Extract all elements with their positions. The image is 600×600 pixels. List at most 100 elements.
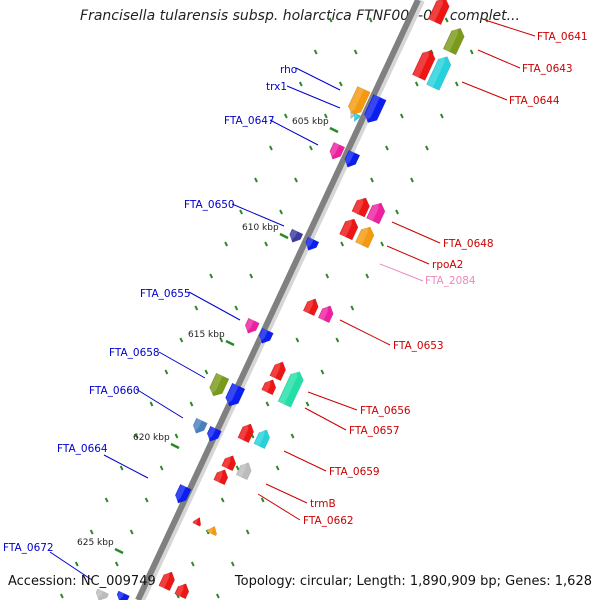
- gene-label-reverse: FTA_0653: [393, 340, 444, 352]
- leader-line: [49, 551, 93, 581]
- track-dot: [189, 401, 194, 407]
- gene-feature: [158, 570, 175, 592]
- tick-mark: [279, 232, 289, 240]
- gene-feature: [95, 588, 109, 600]
- track-dot: [269, 145, 273, 151]
- track-dot: [294, 177, 298, 183]
- track-dot: [320, 369, 325, 375]
- gene-label-rna: FTA_2084: [425, 275, 476, 287]
- track-dot: [454, 81, 459, 87]
- track-dot: [353, 49, 358, 55]
- gene-label-reverse: FTA_0656: [360, 405, 411, 417]
- gene-feature: [192, 516, 202, 527]
- tick-label: 610 kbp: [242, 223, 279, 233]
- track-dot: [205, 529, 210, 535]
- track-dot: [104, 497, 109, 503]
- track-dot: [444, 17, 449, 23]
- gene-feature: [237, 422, 254, 444]
- track-dot: [194, 305, 199, 311]
- accession-text: Accession: NC_009749: [8, 574, 156, 589]
- track-dot: [295, 337, 300, 343]
- track-dot: [264, 241, 269, 247]
- track-dot: [350, 305, 355, 311]
- track-dot: [283, 113, 288, 119]
- gene-feature: [253, 428, 270, 450]
- track-dot: [265, 401, 270, 407]
- leader-line: [307, 391, 358, 411]
- leader-line: [286, 85, 341, 109]
- gene-feature: [235, 461, 252, 481]
- leader-line: [339, 319, 391, 346]
- gene-feature: [302, 297, 319, 317]
- gene-feature: [258, 327, 274, 344]
- gene-label-reverse: rpoA2: [432, 259, 463, 271]
- leader-line: [103, 454, 149, 479]
- gene-feature: [427, 0, 450, 26]
- track-dot: [224, 241, 229, 247]
- gene-feature: [174, 582, 190, 600]
- tick-label: 615 kbp: [188, 330, 225, 340]
- tick-label: 625 kbp: [77, 538, 114, 548]
- track-dot: [144, 497, 149, 503]
- track-dot: [134, 433, 139, 439]
- track-dot: [234, 305, 239, 311]
- tick-mark: [114, 547, 124, 555]
- track-dot: [89, 529, 94, 535]
- track-dot: [325, 273, 330, 279]
- track-dot: [305, 401, 310, 407]
- gene-label-reverse: FTA_0657: [349, 425, 400, 437]
- gene-feature: [213, 468, 229, 486]
- track-dot: [220, 497, 225, 503]
- track-dot: [368, 17, 373, 23]
- leader-line: [188, 291, 241, 321]
- gene-label-forward: FTA_0647: [224, 115, 275, 127]
- track-dot: [119, 465, 124, 471]
- track-dot: [328, 17, 333, 23]
- leader-line: [461, 81, 508, 101]
- track-dot: [74, 561, 79, 567]
- gene-feature: [366, 201, 386, 225]
- track-dot: [245, 529, 250, 535]
- gene-label-forward: FTA_0658: [109, 347, 160, 359]
- track-dot: [469, 49, 474, 55]
- track-dot: [204, 369, 209, 375]
- gene-feature: [305, 236, 320, 251]
- track-dot: [254, 177, 258, 183]
- gene-feature: [349, 111, 357, 120]
- track-dot: [335, 337, 340, 343]
- track-dot: [275, 465, 280, 471]
- gene-feature: [353, 112, 361, 123]
- gene-feature: [206, 525, 217, 537]
- gene-feature: [269, 360, 286, 382]
- gene-label-forward: FTA_0664: [57, 443, 108, 455]
- gene-feature: [355, 225, 375, 249]
- track-dot: [484, 17, 489, 23]
- gene-feature: [192, 417, 208, 434]
- gene-feature: [175, 483, 192, 504]
- gene-feature: [221, 454, 237, 472]
- track-dot: [179, 337, 184, 343]
- gene-label-reverse: FTA_0648: [443, 238, 494, 250]
- gene-label-forward: rho: [280, 64, 297, 76]
- track-dot: [279, 209, 283, 215]
- gene-label-forward: FTA_0650: [184, 199, 235, 211]
- track-dot: [159, 465, 164, 471]
- track-dot: [323, 113, 328, 119]
- track-dot: [399, 113, 404, 119]
- gene-label-forward: FTA_0655: [140, 288, 191, 300]
- leader-line: [386, 245, 430, 265]
- track-dot: [365, 273, 370, 279]
- gene-feature: [289, 228, 304, 243]
- track-dot: [190, 561, 195, 567]
- genome-summary: Topology: circular; Length: 1,890,909 bp…: [234, 574, 592, 589]
- tick-mark: [225, 339, 235, 347]
- gene-feature: [261, 378, 277, 396]
- track-dot: [209, 273, 214, 279]
- track-dot: [114, 561, 119, 567]
- leader-line: [391, 221, 441, 244]
- leader-line: [231, 203, 285, 227]
- track-dot: [338, 81, 343, 87]
- tick-label: 605 kbp: [292, 117, 329, 127]
- track-dot: [230, 561, 235, 567]
- tick-label: 620 kbp: [133, 433, 170, 443]
